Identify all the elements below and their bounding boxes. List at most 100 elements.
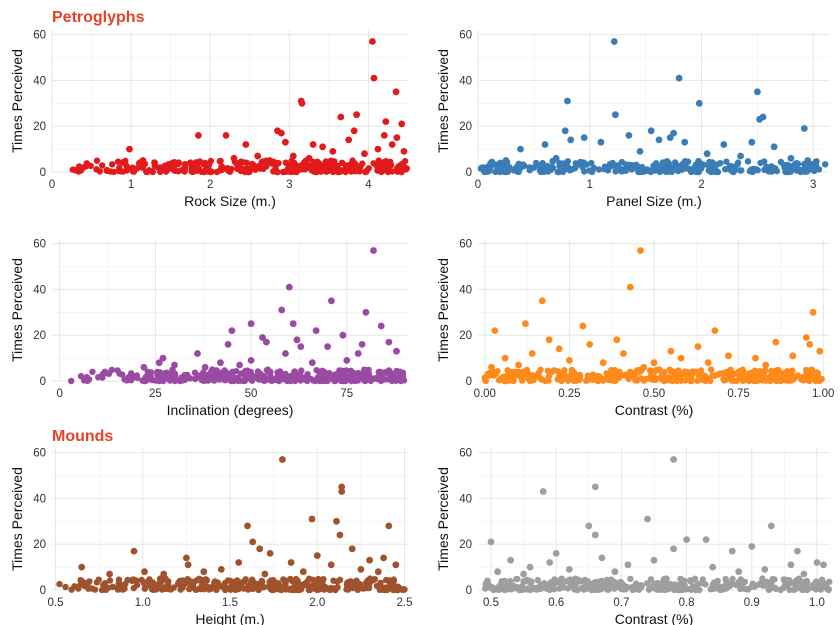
data-point: [377, 322, 385, 330]
data-point: [334, 162, 341, 170]
x-tick-label: 75: [340, 388, 353, 400]
data-point: [709, 167, 716, 174]
data-point: [569, 165, 576, 173]
data-point: [577, 158, 584, 166]
data-point: [510, 167, 518, 174]
data-point: [293, 336, 301, 344]
data-point: [267, 372, 274, 380]
data-point: [339, 331, 347, 339]
data-point: [627, 368, 634, 375]
data-point: [115, 576, 123, 583]
data-point: [748, 543, 756, 550]
data-point: [194, 576, 202, 583]
y-tick-label: 20: [33, 330, 46, 342]
data-point: [637, 247, 644, 254]
data-point: [777, 586, 784, 594]
data-point: [688, 374, 695, 381]
data-point: [800, 377, 807, 384]
data-point: [195, 132, 202, 139]
data-point: [802, 334, 810, 341]
data-point: [381, 158, 388, 166]
data-point: [608, 377, 615, 384]
data-point: [249, 576, 256, 583]
data-point: [287, 559, 295, 566]
data-point: [620, 350, 627, 357]
data-point: [547, 166, 555, 173]
data-point: [804, 162, 811, 169]
data-point: [502, 157, 510, 164]
data-point: [328, 297, 335, 305]
data-point: [319, 143, 326, 151]
x-tick-label: 0.7: [613, 597, 629, 609]
x-tick-label: 0: [49, 179, 55, 191]
data-point: [221, 582, 228, 589]
data-point: [379, 585, 387, 593]
data-point: [280, 375, 287, 383]
data-point: [650, 556, 658, 564]
y-tick-label: 0: [40, 167, 46, 179]
data-point: [572, 581, 579, 589]
chart-panel-contrast-mounds: 0 20 40 60 0.5 0.6 0.7 0.8 0.9 1.0 Contrast (%) Tim…: [435, 448, 833, 625]
data-point: [129, 168, 137, 175]
data-point: [611, 585, 618, 592]
y-tick-label: 0: [466, 167, 472, 179]
data-point: [340, 374, 347, 381]
data-point: [170, 165, 177, 173]
y-tick-label: 0: [466, 585, 472, 597]
data-point: [249, 585, 257, 592]
data-point: [605, 586, 612, 593]
data-point: [784, 581, 792, 589]
data-point: [188, 582, 195, 590]
data-point: [537, 375, 544, 382]
data-point: [365, 370, 373, 378]
data-point: [580, 586, 588, 593]
data-point: [737, 585, 744, 593]
data-point: [670, 456, 677, 463]
data-point: [800, 570, 808, 578]
data-point: [146, 576, 153, 583]
data-point: [735, 579, 742, 586]
data-point: [200, 160, 207, 168]
data-point: [151, 162, 158, 170]
data-point: [222, 586, 229, 594]
data-point: [400, 148, 408, 155]
data-point: [811, 167, 818, 175]
data-point: [737, 152, 744, 160]
data-point: [158, 375, 165, 383]
data-point: [505, 580, 512, 587]
data-point: [316, 166, 324, 173]
data-point: [387, 162, 395, 169]
data-point: [312, 327, 320, 334]
data-point: [743, 586, 751, 593]
y-tick-label: 60: [33, 448, 46, 460]
data-point: [356, 581, 364, 588]
section-title-petroglyphs: Petroglyphs: [52, 9, 145, 26]
data-point: [259, 334, 266, 341]
x-tick-label: 0.00: [474, 388, 496, 400]
data-point: [198, 585, 205, 592]
data-point: [217, 359, 224, 367]
data-point: [687, 578, 694, 585]
data-point: [385, 522, 393, 530]
data-point: [736, 368, 744, 375]
data-point: [786, 577, 793, 584]
data-point: [254, 152, 262, 160]
data-point: [744, 158, 752, 165]
data-point: [612, 168, 619, 175]
data-point: [266, 157, 273, 164]
data-point: [320, 377, 327, 385]
data-point: [159, 354, 167, 362]
data-point: [728, 377, 735, 384]
data-point: [499, 579, 507, 586]
data-point: [327, 561, 335, 569]
data-point: [813, 559, 821, 566]
chart-panel-inclination: 0 20 40 60 0 25 50 75 Inclination (degrees) Times…: [9, 239, 408, 418]
data-point: [257, 370, 264, 377]
x-tick-label: 0.5: [483, 597, 499, 609]
data-point: [289, 159, 296, 166]
data-point: [208, 168, 215, 175]
data-point: [321, 585, 329, 593]
data-point: [98, 586, 106, 594]
data-point: [738, 167, 745, 174]
